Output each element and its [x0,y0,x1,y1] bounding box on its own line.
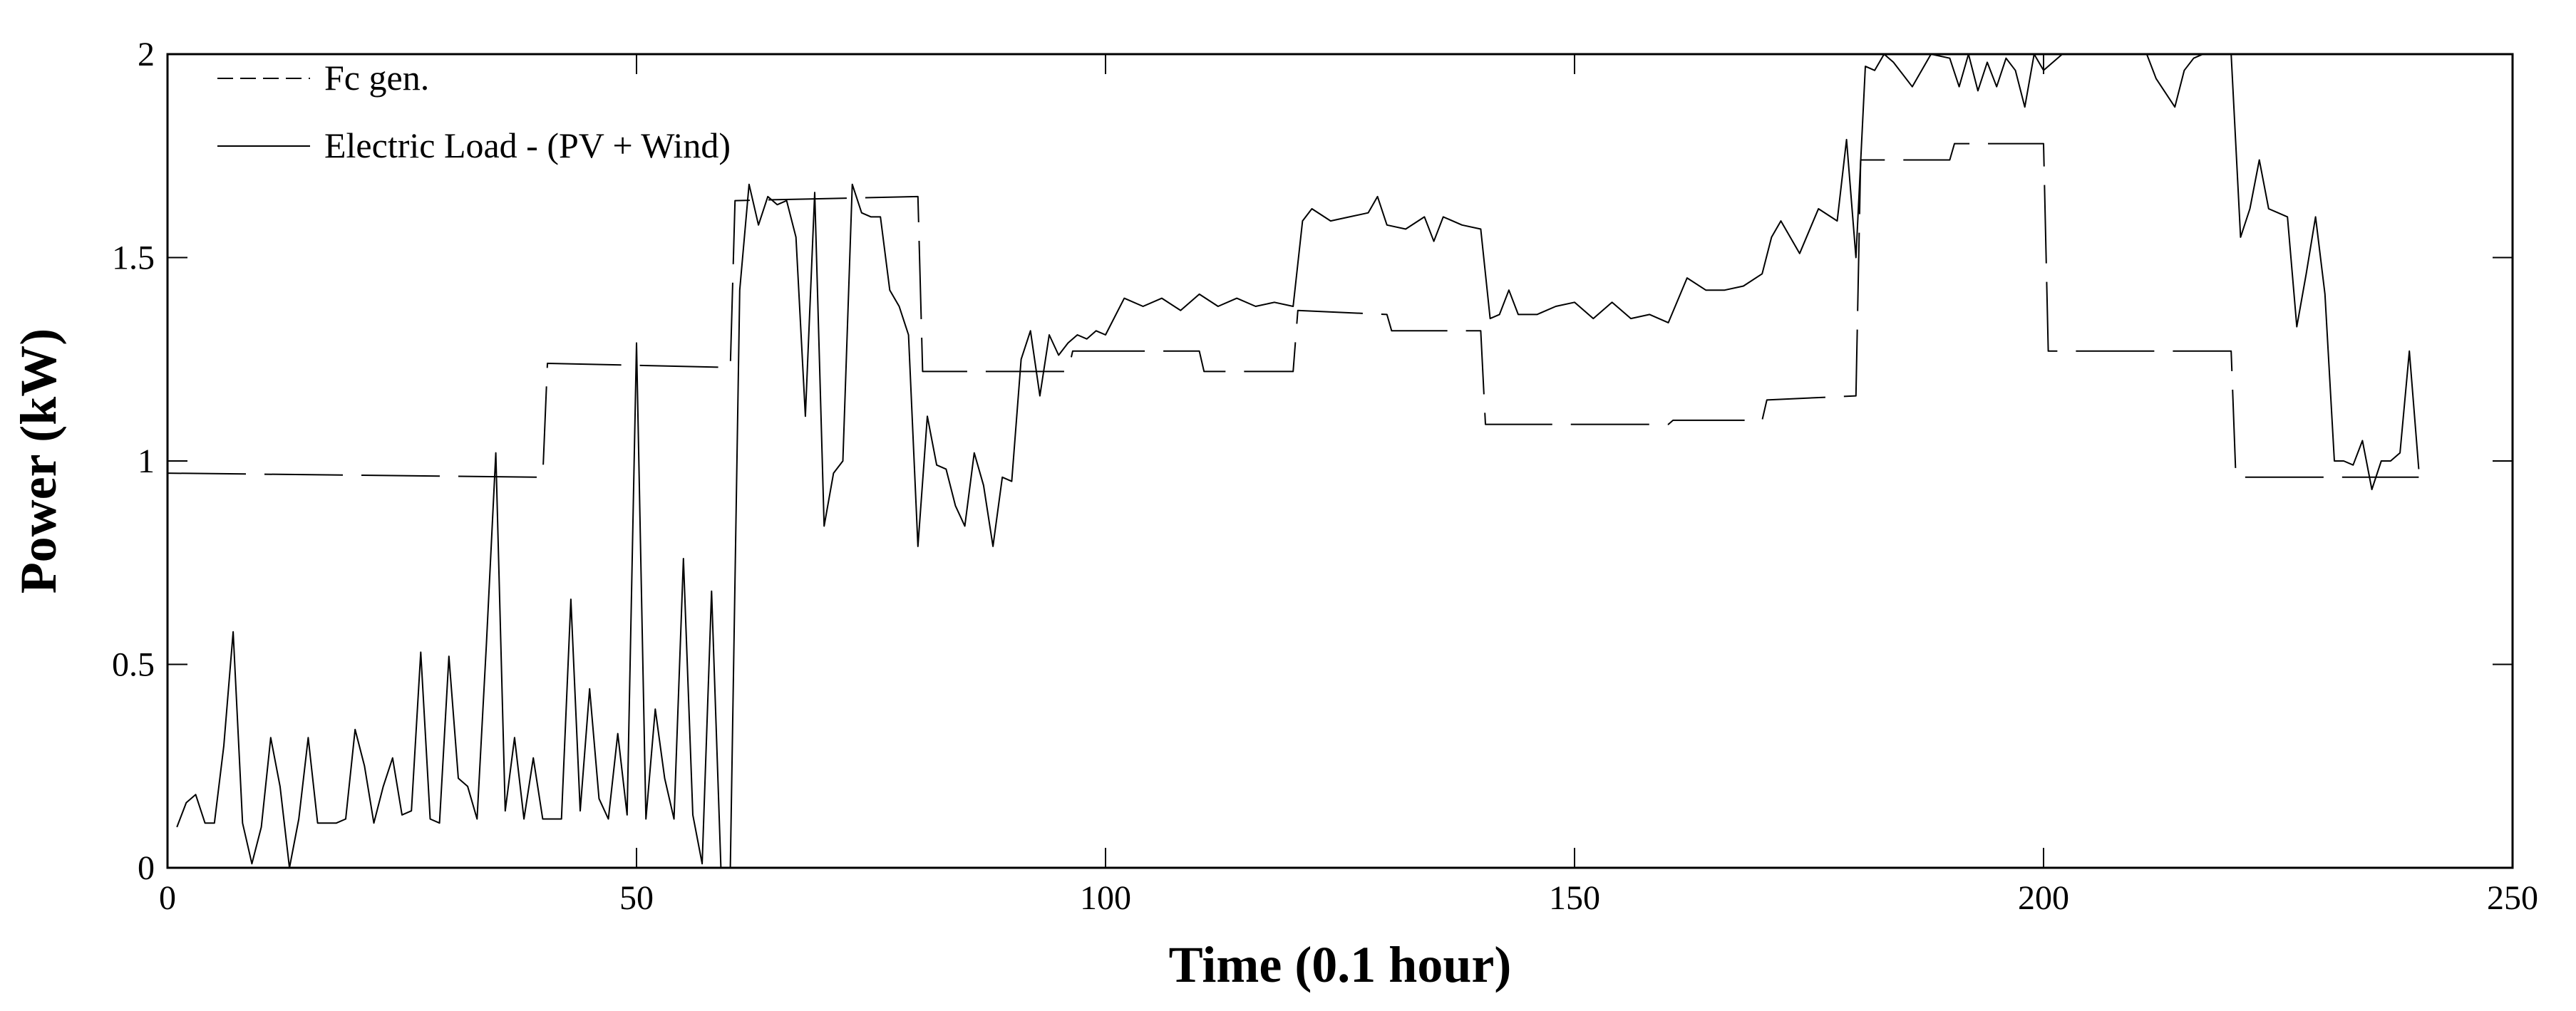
legend-label-fc-gen: Fc gen. [324,58,429,98]
series-line-fc-gen [167,142,2419,478]
x-tick-label: 50 [619,879,654,917]
x-tick-labels: 0 50 100 150 200 250 [159,879,2538,917]
axis-ticks [167,53,2513,869]
x-tick-label: 200 [2018,879,2069,917]
y-tick-label: 1.5 [112,239,155,277]
series-line-electric-load [176,53,2420,869]
y-axis-title: Power (kW) [10,328,67,594]
y-tick-label: 2 [138,36,155,73]
legend-label-electric-load: Electric Load - (PV + Wind) [324,125,731,165]
x-axis-title: Time (0.1 hour) [1169,936,1512,993]
x-tick-label: 250 [2487,879,2538,917]
x-tick-label: 150 [1549,879,1600,917]
y-tick-labels: 0 0.5 1 1.5 2 [112,36,155,887]
y-tick-label: 1 [138,442,155,480]
legend: Fc gen. Electric Load - (PV + Wind) [217,58,731,165]
y-tick-label: 0.5 [112,646,155,684]
y-tick-label: 0 [138,849,155,887]
x-tick-label: 100 [1080,879,1131,917]
x-tick-label: 0 [159,879,176,917]
plot-area [166,53,2514,869]
series-lines [167,53,2420,869]
